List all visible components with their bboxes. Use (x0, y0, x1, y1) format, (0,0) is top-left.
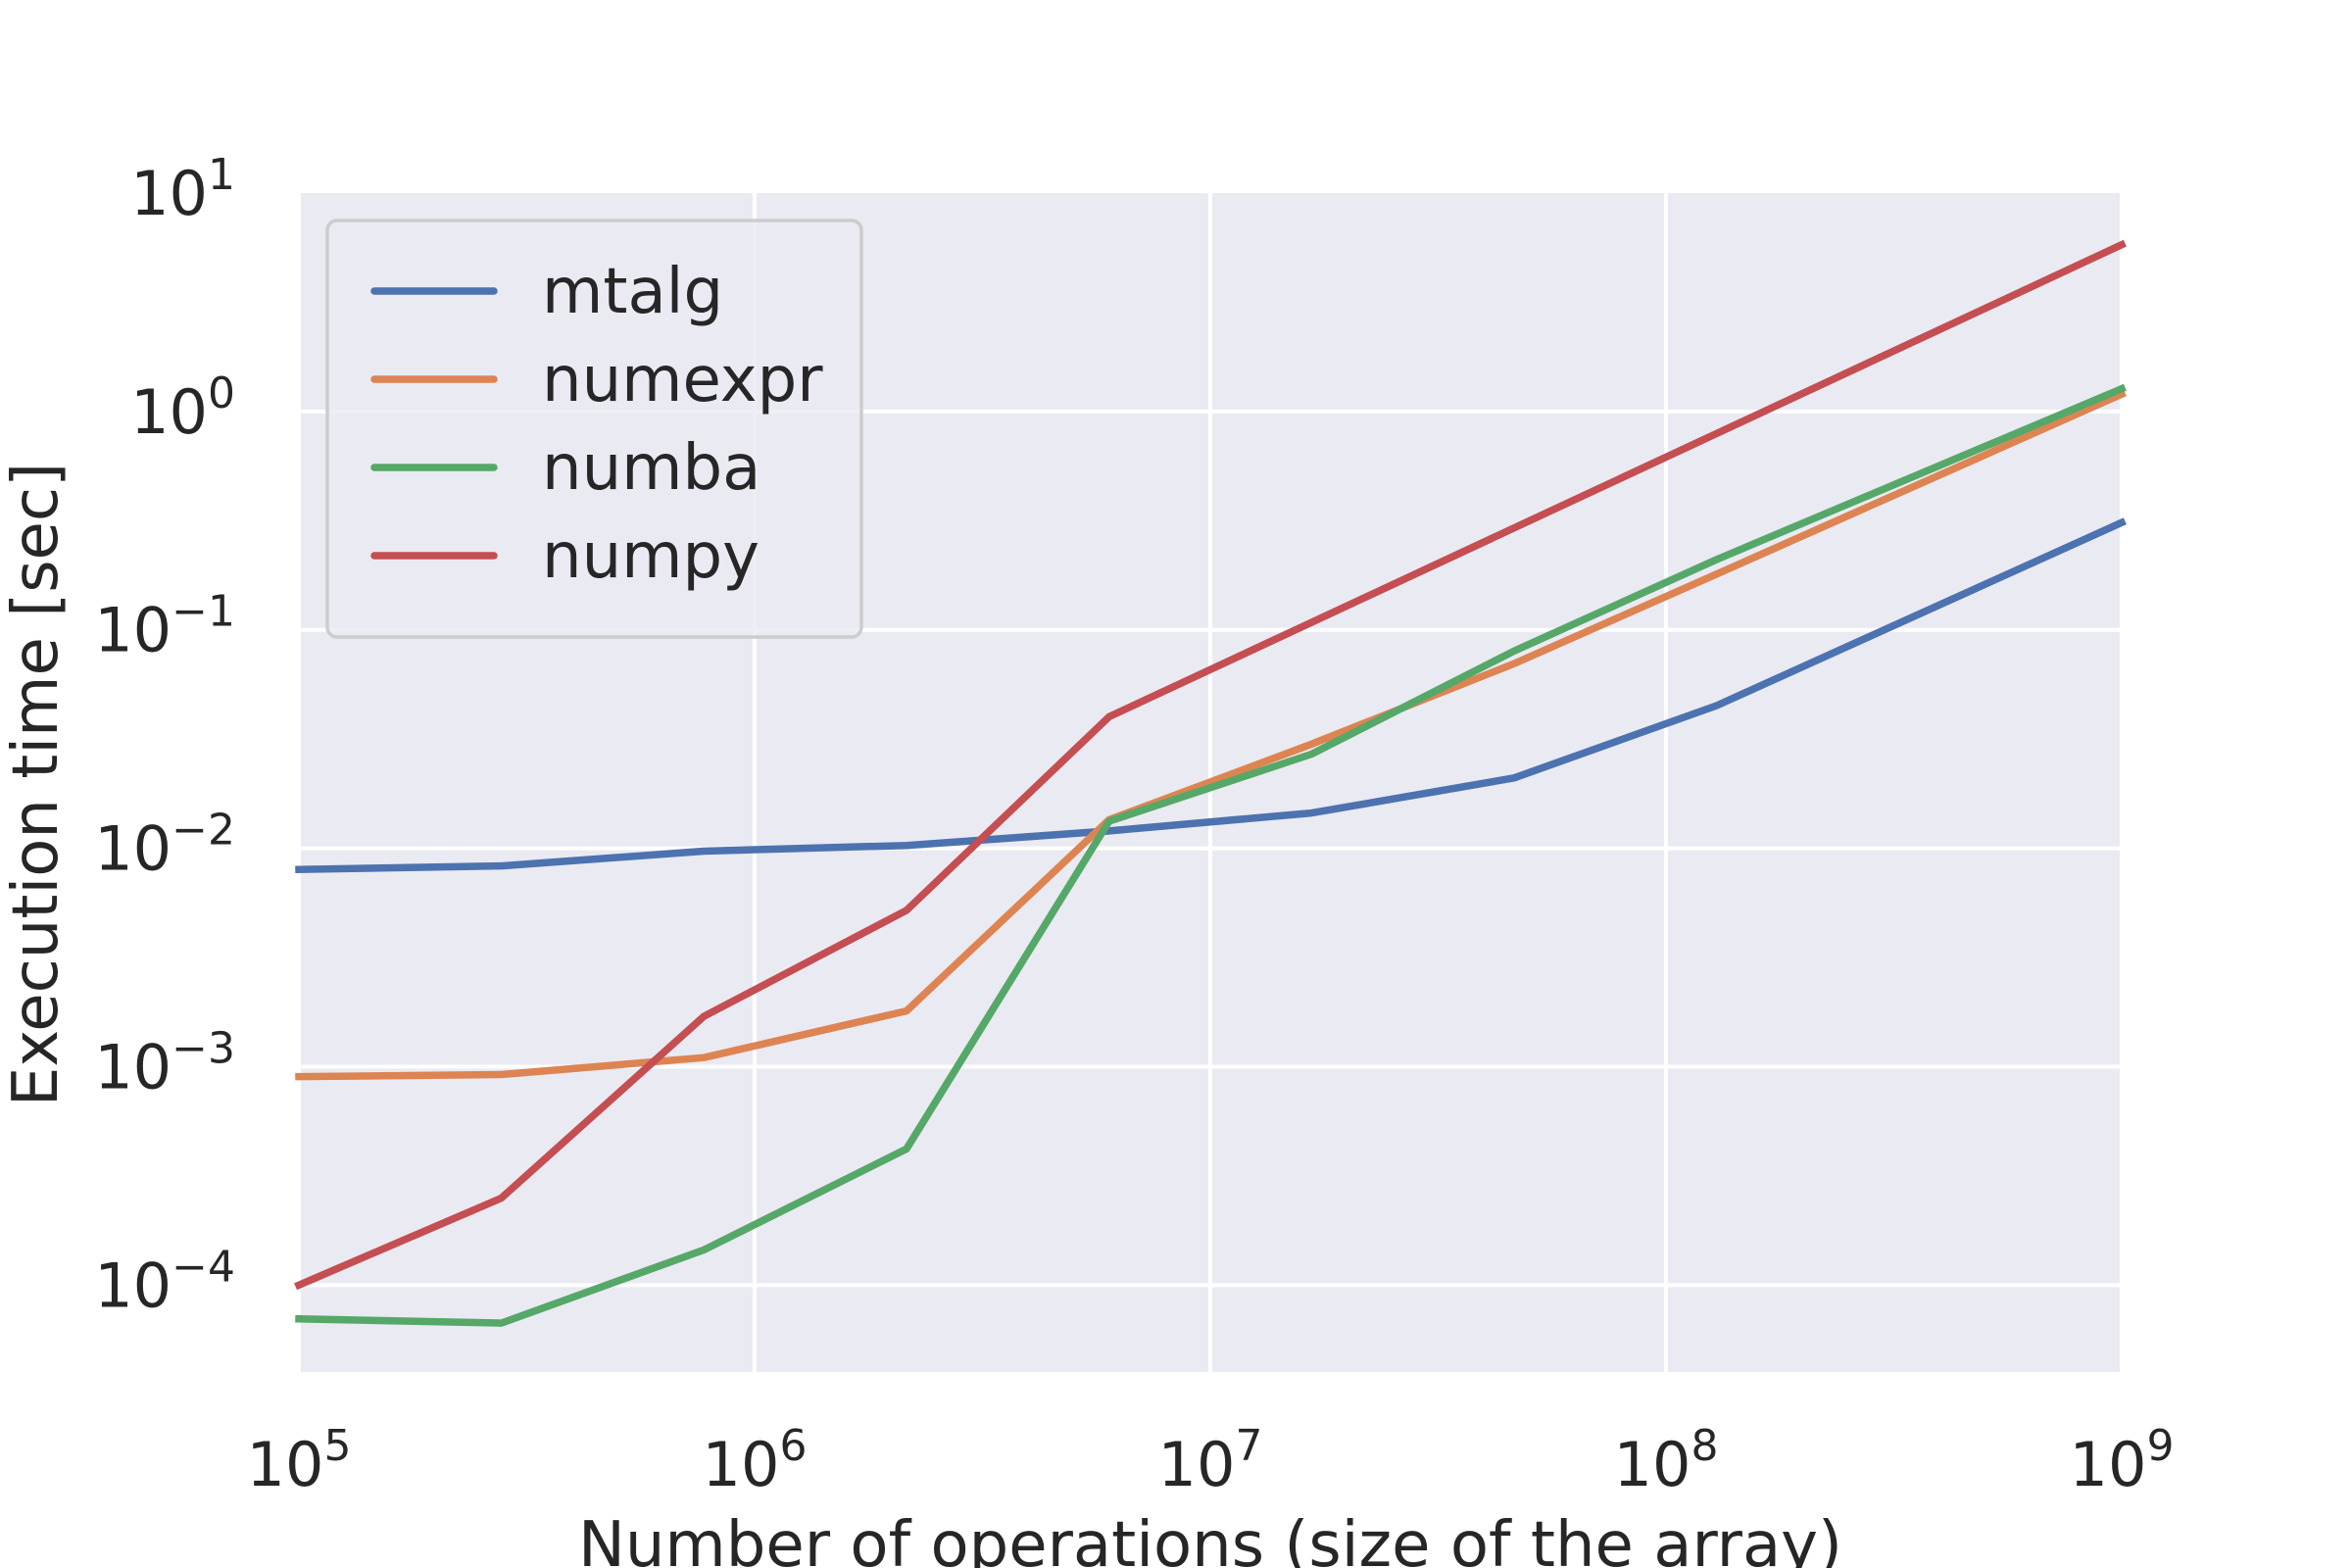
legend-label-numba: numba (542, 432, 760, 505)
y-axis-label: Execution time [sec] (0, 463, 73, 1106)
y-tick-label: 10−3 (94, 1023, 235, 1102)
series-line-numba (295, 383, 2127, 1327)
x-tick-label: 105 (247, 1421, 352, 1500)
y-tick-label: 10−4 (94, 1242, 235, 1321)
legend: mtalg numexpr numba numpy (325, 219, 863, 639)
y-tick-label: 10−1 (94, 587, 235, 666)
series-line-mtalg (295, 517, 2127, 874)
y-tick-label: 10−2 (94, 806, 235, 885)
series-lines (294, 239, 2127, 1327)
x-tick-label: 108 (1614, 1421, 1719, 1500)
legend-frame (325, 219, 863, 639)
x-axis-label: Number of operations (size of the array) (578, 1509, 1842, 1568)
legend-label-numexpr: numexpr (542, 344, 823, 416)
x-tick-label: 109 (2070, 1421, 2175, 1500)
x-tick-labels: 105 106 107 108 109 (247, 1421, 2175, 1500)
y-tick-label: 101 (130, 150, 235, 229)
y-tick-label: 100 (130, 368, 235, 448)
x-tick-label: 106 (703, 1421, 808, 1500)
legend-label-mtalg: mtalg (542, 256, 723, 328)
y-tick-labels: 101 100 10−1 10−2 10−3 10−4 (94, 150, 235, 1321)
legend-label-numpy: numpy (542, 520, 760, 593)
series-line-numpy (294, 239, 2127, 1291)
x-tick-label: 107 (1158, 1421, 1263, 1500)
